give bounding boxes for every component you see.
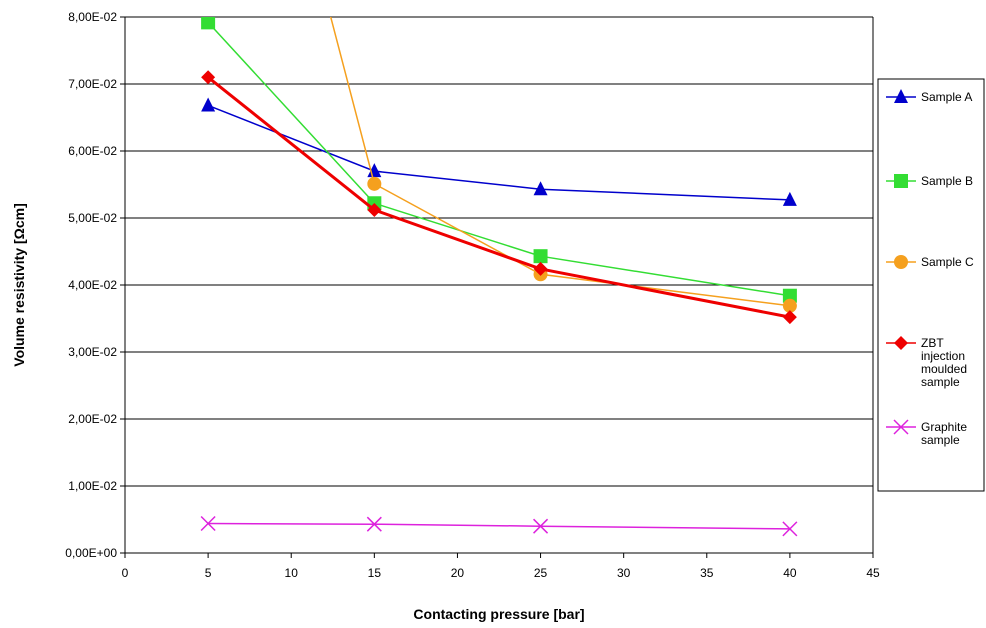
y-tick-label: 3,00E-02 — [68, 345, 117, 359]
y-tick-label: 6,00E-02 — [68, 144, 117, 158]
data-point — [201, 70, 216, 85]
data-point — [367, 163, 382, 178]
x-axis-title: Contacting pressure [bar] — [413, 606, 584, 622]
series-line — [207, 104, 790, 201]
data-point — [782, 191, 797, 206]
series-line — [208, 522, 790, 530]
series-2 — [329, 17, 797, 313]
y-tick-label: 1,00E-02 — [68, 479, 117, 493]
x-tick-label: 45 — [866, 566, 880, 580]
data-point — [201, 17, 216, 30]
x-mark-stroke — [782, 521, 798, 537]
legend-entry: Sample A — [886, 89, 972, 104]
gridlines — [125, 16, 873, 487]
legend-entry: Sample C — [886, 255, 974, 269]
x-tick-label: 5 — [205, 566, 212, 580]
data-point — [201, 97, 216, 112]
series-line — [207, 76, 791, 319]
data-point — [533, 181, 548, 196]
x-tick-label: 20 — [451, 566, 465, 580]
legend: Sample A Sample B Sample C ZBT injection moul… — [877, 78, 985, 492]
legend-swatch-marker — [894, 89, 908, 103]
x-tick-label: 10 — [285, 566, 299, 580]
x-axis-ticks: 0 5 10 15 20 25 30 35 40 45 — [122, 553, 880, 580]
data-point — [533, 249, 548, 264]
data-point — [366, 516, 382, 532]
data-point — [533, 518, 549, 534]
series-3 — [201, 70, 797, 325]
data-point — [782, 298, 797, 313]
x-mark-stroke — [366, 516, 382, 532]
x-mark-stroke — [200, 515, 216, 532]
series-0 — [201, 97, 797, 206]
data-point — [782, 288, 797, 303]
x-mark-stroke — [893, 419, 909, 435]
x-tick-label: 35 — [700, 566, 714, 580]
y-tick-label: 0,00E+00 — [65, 546, 117, 560]
x-mark-stroke — [533, 518, 549, 534]
legend-entry: Graphite sample — [886, 419, 967, 447]
x-tick-label: 25 — [534, 566, 548, 580]
series-layer — [200, 17, 798, 537]
y-axis-title: Volume resistivity [Ωcm] — [11, 203, 27, 366]
x-tick-label: 40 — [783, 566, 797, 580]
y-tick-label: 7,00E-02 — [68, 77, 117, 91]
legend-label: ZBT injection moulded sample — [921, 336, 967, 389]
data-point — [782, 310, 797, 325]
y-axis-ticks: 0,00E+00 1,00E-02 2,00E-02 3,00E-02 4,00E-02… — [65, 10, 125, 560]
series-1 — [201, 17, 797, 303]
series-line — [329, 17, 790, 307]
legend-entry: Sample B — [886, 174, 973, 188]
data-point — [367, 202, 382, 217]
legend-swatch-marker — [894, 336, 908, 350]
legend-label: Sample B — [921, 174, 973, 188]
x-tick-label: 0 — [122, 566, 129, 580]
series-4 — [200, 515, 798, 537]
data-point — [782, 521, 798, 537]
data-point — [200, 515, 216, 532]
legend-label: Sample A — [921, 90, 972, 104]
x-tick-label: 15 — [368, 566, 382, 580]
legend-swatch-marker — [894, 174, 908, 188]
legend-swatch-marker — [894, 255, 908, 269]
data-point — [367, 176, 382, 191]
legend-label: Sample C — [921, 255, 974, 269]
y-tick-label: 8,00E-02 — [68, 10, 117, 24]
x-tick-label: 30 — [617, 566, 631, 580]
legend-label: Graphite sample — [921, 420, 967, 447]
y-tick-label: 5,00E-02 — [68, 211, 117, 225]
legend-swatch-marker — [893, 419, 909, 435]
y-tick-label: 4,00E-02 — [68, 278, 117, 292]
legend-entry: ZBT injection moulded sample — [886, 336, 967, 389]
data-point — [533, 261, 548, 276]
y-tick-label: 2,00E-02 — [68, 412, 117, 426]
